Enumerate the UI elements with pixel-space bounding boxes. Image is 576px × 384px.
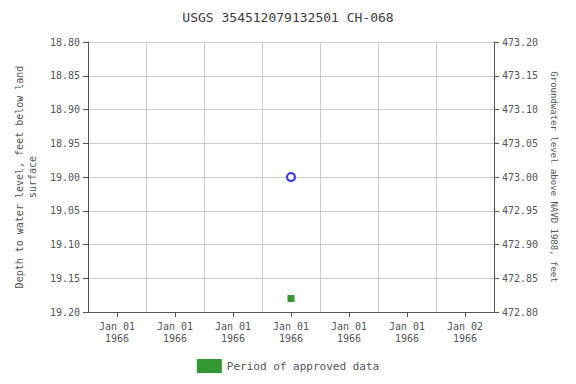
svg-text:19.05: 19.05: [50, 205, 80, 216]
svg-text:1966: 1966: [279, 333, 303, 344]
svg-text:Jan 01: Jan 01: [273, 321, 309, 332]
svg-text:1966: 1966: [453, 333, 477, 344]
svg-text:472.95: 472.95: [502, 205, 538, 216]
svg-text:Groundwater level above NAVD 1: Groundwater level above NAVD 1988, feet: [549, 71, 559, 282]
svg-text:1966: 1966: [395, 333, 419, 344]
svg-text:18.80: 18.80: [50, 37, 80, 48]
svg-text:Period of approved data: Period of approved data: [227, 360, 379, 373]
svg-text:1966: 1966: [105, 333, 129, 344]
svg-text:472.80: 472.80: [502, 307, 538, 318]
svg-text:1966: 1966: [337, 333, 361, 344]
svg-text:473.15: 473.15: [502, 70, 538, 81]
svg-text:473.10: 473.10: [502, 104, 538, 115]
svg-text:Jan 02: Jan 02: [447, 321, 483, 332]
svg-text:surface: surface: [27, 156, 38, 198]
svg-text:1966: 1966: [163, 333, 187, 344]
svg-text:Jan 01: Jan 01: [215, 321, 251, 332]
svg-text:473.00: 473.00: [502, 172, 538, 183]
svg-text:19.20: 19.20: [50, 307, 80, 318]
svg-text:18.90: 18.90: [50, 104, 80, 115]
svg-text:472.90: 472.90: [502, 239, 538, 250]
svg-text:Jan 01: Jan 01: [389, 321, 425, 332]
svg-text:19.15: 19.15: [50, 273, 80, 284]
svg-text:18.85: 18.85: [50, 70, 80, 81]
svg-text:Jan 01: Jan 01: [331, 321, 367, 332]
svg-text:472.85: 472.85: [502, 273, 538, 284]
svg-text:18.95: 18.95: [50, 138, 80, 149]
svg-text:473.20: 473.20: [502, 37, 538, 48]
svg-text:19.00: 19.00: [50, 172, 80, 183]
svg-text:Depth to water level, feet bel: Depth to water level, feet below land: [14, 66, 25, 289]
svg-text:Jan 01: Jan 01: [99, 321, 135, 332]
svg-text:USGS 354512079132501 CH-068: USGS 354512079132501 CH-068: [182, 10, 393, 25]
svg-text:19.10: 19.10: [50, 239, 80, 250]
svg-text:473.05: 473.05: [502, 138, 538, 149]
svg-text:Jan 01: Jan 01: [157, 321, 193, 332]
svg-text:1966: 1966: [221, 333, 245, 344]
